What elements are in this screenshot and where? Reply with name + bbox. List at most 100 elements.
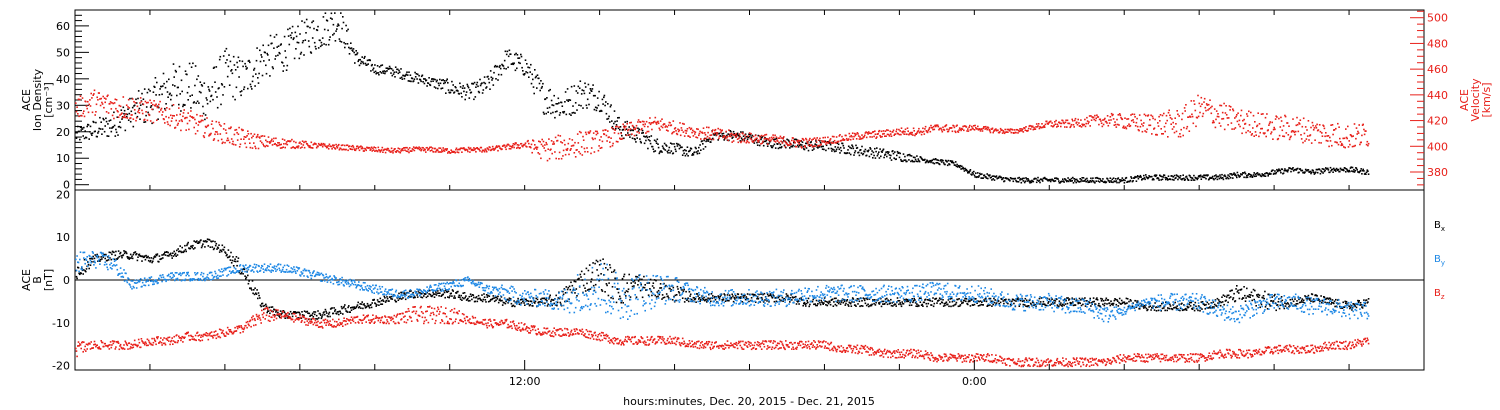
data-point [690,298,693,301]
data-point [1014,177,1017,180]
data-point [343,148,345,151]
data-point [1185,175,1188,178]
data-point [107,94,109,97]
data-point [125,252,128,255]
data-point [125,251,127,253]
data-point [1290,135,1292,138]
data-point [1201,103,1203,105]
data-point [652,121,655,124]
data-point [594,283,597,286]
data-point [1245,176,1247,179]
data-point [607,294,610,297]
data-point [762,144,765,147]
data-point [419,147,422,149]
data-point [544,98,547,100]
data-point [632,125,634,128]
data-point [89,257,91,260]
data-point [230,70,232,72]
data-point [257,147,260,150]
data-point [532,78,534,81]
data-point [356,53,358,56]
data-point [850,147,853,150]
data-point [420,75,423,78]
data-point [230,126,232,128]
data-point [236,264,238,267]
data-point [868,132,871,134]
data-point [1088,121,1090,123]
data-point [1025,177,1027,179]
data-point [973,174,976,177]
data-point [217,139,220,142]
data-point [127,257,129,260]
data-point [1070,177,1073,180]
data-point [281,138,284,140]
data-point [797,139,800,142]
data-point [398,151,400,153]
data-point [926,131,929,134]
data-point [1363,128,1365,131]
data-point [650,135,653,137]
data-point [629,128,632,130]
data-point [526,146,528,148]
data-point [233,64,236,66]
data-point [618,116,620,119]
data-point [807,144,810,147]
data-point [985,177,988,179]
data-point [223,123,226,125]
data-point [617,288,619,290]
data-point [169,92,171,95]
data-point [643,275,645,278]
data-point [325,312,328,314]
data-point [1068,180,1070,183]
data-point [659,129,661,131]
data-point [122,254,125,256]
data-point [1013,129,1016,131]
data-point [1155,175,1157,178]
data-point [1240,114,1242,117]
y-tick-label: 20 [56,188,70,201]
data-point [440,151,442,153]
data-point [691,131,693,134]
data-point [147,259,150,262]
data-point [943,129,946,131]
data-point [370,146,373,149]
data-point [1321,132,1323,134]
data-point [493,300,496,303]
data-point [1279,126,1282,128]
data-point [562,290,564,293]
data-point [186,73,188,76]
data-point [651,128,653,131]
data-point [1141,123,1143,125]
data-point [620,132,622,135]
data-point [89,105,92,107]
data-point [229,259,232,261]
data-point [880,136,882,138]
data-point [617,141,619,143]
data-point [882,149,884,152]
data-point [1123,127,1126,129]
data-point [813,145,815,147]
data-point [150,105,153,107]
data-point [916,160,919,163]
data-point [1080,119,1082,121]
data-point [918,159,920,162]
data-point [542,82,544,85]
data-point [546,159,549,162]
data-point [498,299,501,302]
data-point [1302,141,1304,144]
data-point [319,45,322,48]
data-point [1090,119,1093,121]
data-point [940,129,943,131]
data-point [530,82,533,85]
data-point [1051,122,1053,124]
data-point [1214,177,1217,180]
data-point [344,43,347,45]
data-point [596,260,599,263]
data-point [681,122,684,125]
data-point [631,137,634,140]
data-point [732,140,735,142]
data-point [230,262,233,264]
data-point [831,142,833,144]
data-point [378,149,381,152]
